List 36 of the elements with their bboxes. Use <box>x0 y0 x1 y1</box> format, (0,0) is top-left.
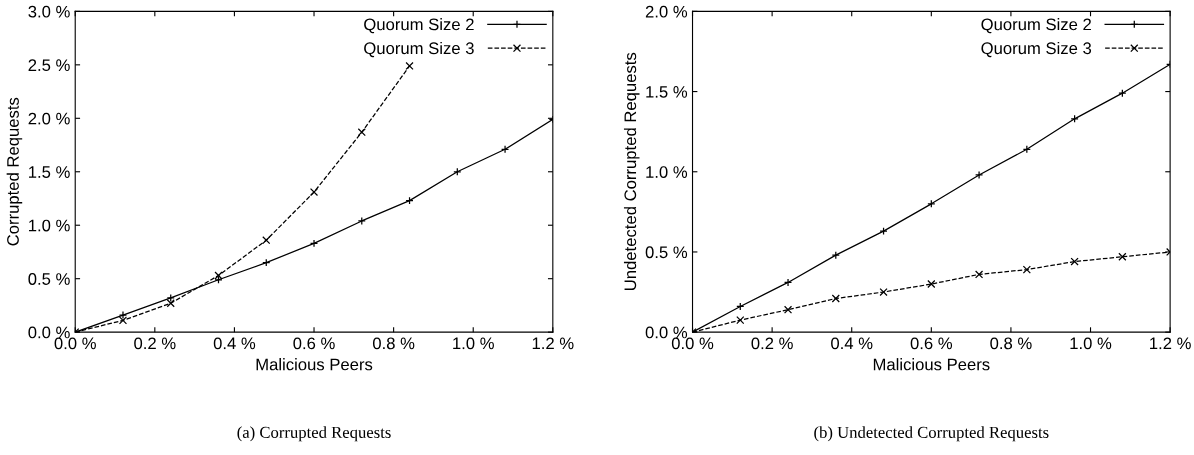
y-tick-label: 0.5 % <box>28 273 70 285</box>
y-tick-label: 1.5 % <box>29 166 70 178</box>
x-tick-label: 1.2 % <box>532 337 574 350</box>
y-tick-label: 2.0 % <box>645 5 688 18</box>
x-tick-label: 0.0 % <box>54 337 96 350</box>
x-tick-label: 0.2 % <box>751 337 793 350</box>
text: (b) Undetected Corrupted Requests <box>814 426 1049 442</box>
x-tick-label: 0.4 % <box>831 337 873 350</box>
y-tick-label: 1.5 % <box>646 86 688 98</box>
y-tick-label: 0.5 % <box>645 246 688 259</box>
y-tick-label: 2.5 % <box>28 59 70 72</box>
legend-label: Quorum Size 2 <box>981 18 1091 34</box>
y-tick-label: 3.0 % <box>28 5 70 18</box>
legend-label: Quorum Size 3 <box>981 41 1092 58</box>
y-tick-label: 1.0 % <box>646 166 688 178</box>
x-tick-label: 0.6 % <box>910 337 953 350</box>
x-tick-label: 0.8 % <box>372 337 415 350</box>
x-tick-label: 0.8 % <box>990 337 1032 350</box>
y-tick-label: 0.0 % <box>645 326 688 339</box>
text: (a) Corrupted Requests <box>237 426 391 442</box>
legend-label: Quorum Size 3 <box>364 41 474 58</box>
x-tick-label: 1.2 % <box>1150 337 1191 350</box>
x-axis-title: Malicious Peers <box>256 358 373 371</box>
x-axis-title: Malicious Peers <box>873 358 990 371</box>
y-tick-label: 1.0 % <box>29 219 70 232</box>
y-axis-title: Corrupted Requests <box>6 97 23 246</box>
x-tick-label: 1.0 % <box>1070 337 1112 350</box>
x-tick-label: 0.6 % <box>293 337 335 350</box>
y-tick-label: 0.0 % <box>28 326 70 339</box>
x-tick-label: 0.0 % <box>671 337 714 350</box>
x-tick-label: 1.0 % <box>453 337 494 350</box>
legend-label: Quorum Size 2 <box>364 18 474 34</box>
x-tick-label: 0.2 % <box>134 337 176 350</box>
x-tick-label: 0.4 % <box>213 337 256 350</box>
y-axis-title: Undetected Corrupted Requests <box>623 52 640 290</box>
y-tick-label: 2.0 % <box>28 112 70 125</box>
